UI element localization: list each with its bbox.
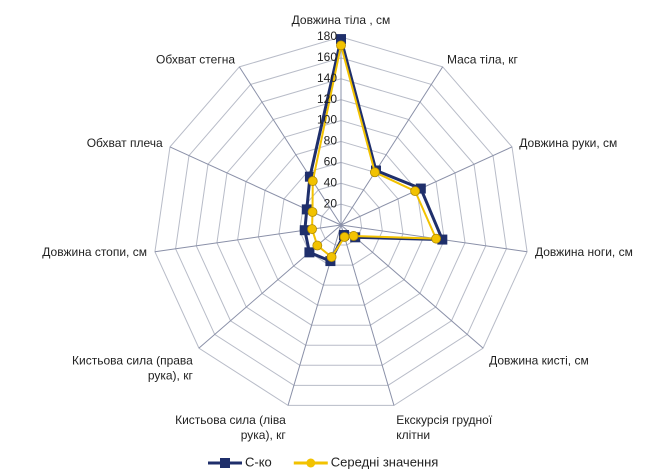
spoke xyxy=(340,146,513,226)
grid-ring xyxy=(237,120,445,326)
marker xyxy=(307,176,318,186)
grid-ring xyxy=(278,161,404,286)
grid-ring xyxy=(216,99,466,346)
legend-marker xyxy=(306,458,316,468)
marker xyxy=(312,240,323,251)
grid-ring xyxy=(154,36,528,406)
category-label: Маса тіла, кг xyxy=(447,52,519,66)
legend-label: С-ко xyxy=(245,454,272,469)
spoke xyxy=(238,66,342,226)
marker xyxy=(336,34,346,45)
marker xyxy=(299,225,310,236)
y-tick-label: 20 xyxy=(324,196,338,210)
marker xyxy=(326,252,337,262)
y-tick-label: 80 xyxy=(324,134,338,148)
category-label: Довжина стопи, см xyxy=(42,245,147,259)
category-label: Кистьова сила (права рука), кг xyxy=(72,354,193,383)
category-label: Довжина руки, см xyxy=(519,136,617,150)
spoke xyxy=(340,66,444,226)
y-tick-label: 140 xyxy=(317,71,337,85)
marker xyxy=(415,183,426,194)
grid-ring xyxy=(175,57,507,386)
marker xyxy=(369,167,380,178)
y-tick-label: 100 xyxy=(317,113,337,127)
legend-label: Середні значення xyxy=(331,454,439,469)
marker xyxy=(307,224,317,235)
category-label: Обхват стегна xyxy=(156,52,235,66)
y-tick-label: 160 xyxy=(317,50,337,64)
grid-ring xyxy=(195,78,487,366)
category-label: Довжина ноги, см xyxy=(535,245,633,259)
category-label: Обхват плеча xyxy=(87,136,163,150)
spoke xyxy=(340,224,484,349)
marker xyxy=(307,207,318,217)
marker xyxy=(301,204,312,215)
y-tick-label: 180 xyxy=(317,29,337,43)
y-tick-label: 60 xyxy=(324,155,338,169)
category-label: Екскурсія грудної клітни xyxy=(396,413,493,442)
series-line xyxy=(311,45,438,259)
marker xyxy=(410,186,421,197)
category-label: Довжина кисті, см xyxy=(489,354,589,368)
grid-ring xyxy=(319,203,363,246)
y-tick-label: 40 xyxy=(324,175,338,189)
legend-marker xyxy=(220,458,230,468)
marker xyxy=(304,247,315,258)
marker xyxy=(304,171,315,182)
category-label: Кистьова сила (ліва рука), кг xyxy=(175,413,286,442)
marker xyxy=(339,232,350,242)
y-tick-label: 120 xyxy=(317,92,337,106)
marker xyxy=(348,231,359,241)
spoke xyxy=(340,224,395,406)
category-label: Довжина тіла , см xyxy=(292,13,391,27)
marker xyxy=(437,234,448,245)
marker xyxy=(431,233,442,244)
marker xyxy=(336,40,346,51)
